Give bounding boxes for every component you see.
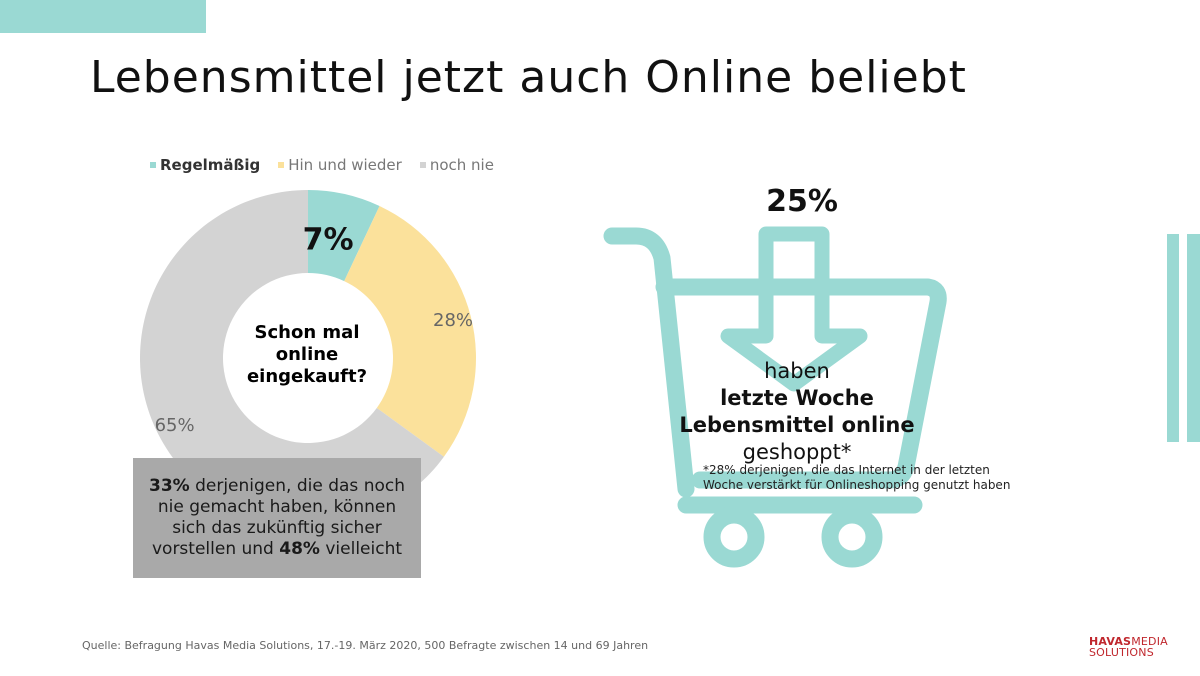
legend-label: Hin und wieder (288, 156, 402, 174)
legend-label: noch nie (429, 156, 494, 174)
legend-swatch-noch-nie (419, 162, 426, 168)
note-percent-33: 33% (148, 476, 190, 496)
note-text: derjenigen, die das noch nie gemacht hab… (151, 476, 405, 559)
legend-item-noch-nie: noch nie (419, 156, 494, 174)
havas-media-solutions-logo: HAVASMEDIA SOLUTIONS (1089, 635, 1168, 659)
page-title: Lebensmittel jetzt auch Online beliebt (90, 52, 967, 103)
legend-item-hin-und-wieder: Hin und wieder (278, 156, 402, 174)
donut-slice-regelmaessig (308, 190, 380, 282)
legend-swatch-regelmaessig (150, 162, 156, 168)
source-note: Quelle: Befragung Havas Media Solutions,… (82, 639, 649, 652)
note-percent-48: 48% (279, 539, 320, 559)
donut-label-noch-nie: 65% (155, 415, 195, 436)
cart-footnote: *28% derjenigen, die das Internet in der… (703, 463, 1011, 492)
donut-label-regelmaessig: 7% (303, 223, 354, 258)
donut-slice-noch-nie (139, 190, 444, 526)
legend-item-regelmaessig: Regelmäßig (150, 156, 260, 174)
legend-label: Regelmäßig (160, 156, 261, 174)
donut-center-label: Schon mal online eingekauft? (232, 322, 382, 388)
center-label-line: Schon mal (254, 322, 360, 343)
down-arrow-icon (720, 226, 868, 392)
donut-label-hin-und-wieder: 28% (433, 310, 473, 331)
cart-percent: 25% (766, 184, 838, 219)
legend-swatch-hin-und-wieder (278, 162, 285, 168)
cart-wheel-right (821, 506, 883, 568)
chart-legend: Regelmäßig Hin und wieder noch nie (150, 156, 494, 174)
center-label-line: online (275, 344, 339, 365)
accent-bar (0, 0, 206, 33)
donut-slice-hin-und-wieder (344, 205, 476, 457)
cart-wheel-left (703, 506, 765, 568)
cart-statement-line: haben letzte Woche (720, 359, 874, 410)
cart-handle (603, 227, 695, 498)
side-stripes (1167, 234, 1200, 442)
center-label-line: eingekauft? (246, 366, 368, 387)
cart-basket (655, 278, 947, 489)
cart-statement: haben letzte Woche Lebensmittel online g… (666, 358, 928, 466)
note-text-end: vielleicht (319, 539, 403, 559)
note-box: 33% derjenigen, die das noch nie gemacht… (133, 458, 421, 578)
cart-statement-line: Lebensmittel online (679, 413, 915, 437)
cart-statement-line: geshoppt* (742, 440, 852, 464)
